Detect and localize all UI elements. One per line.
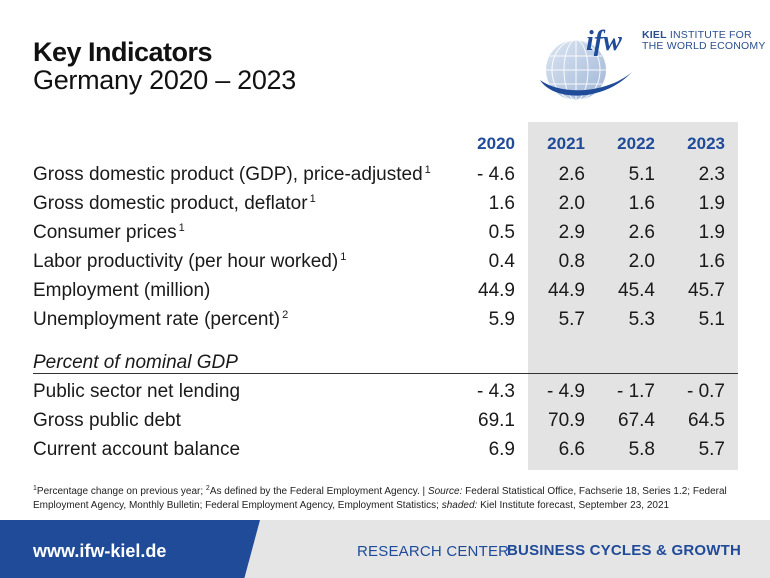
cell-value: 5.7 [558, 309, 585, 330]
cell-value: 2.0 [628, 251, 655, 272]
cell-value: 45.7 [688, 280, 725, 301]
row-label: Labor productivity (per hour worked) 1 [33, 251, 347, 272]
cell-value: 2.0 [558, 193, 585, 214]
cell-value: 1.6 [628, 193, 655, 214]
row-label: Gross public debt [33, 410, 181, 431]
year-header-2022: 2022 [617, 134, 655, 153]
cell-value: 1.6 [698, 251, 725, 272]
cell-value: 6.9 [488, 439, 515, 460]
cell-value: 5.3 [628, 309, 655, 330]
cell-value: 45.4 [618, 280, 655, 301]
page-subtitle: Germany 2020 – 2023 [33, 65, 296, 95]
cell-value: - 0.7 [686, 381, 725, 402]
business-cycles-label: BUSINESS CYCLES & GROWTH [507, 542, 741, 559]
svg-text:ifw: ifw [586, 26, 622, 57]
cell-value: 5.8 [628, 439, 655, 460]
row-label: Employment (million) [33, 280, 211, 301]
cell-value: - 4.9 [546, 381, 585, 402]
cell-value: 2.6 [558, 164, 585, 185]
cell-value: 6.6 [558, 439, 585, 460]
cell-value: 1.9 [698, 193, 725, 214]
cell-value: - 1.7 [616, 381, 655, 402]
logo-text: KIEL INSTITUTE FOR THE WORLD ECONOMY [642, 29, 766, 52]
ifw-globe-logo-icon: ifw [540, 26, 632, 101]
cell-value: 2.6 [628, 222, 655, 243]
footer: www.ifw-kiel.de RESEARCH CENTER BUSINESS… [0, 520, 770, 578]
cell-value: 0.5 [488, 222, 515, 243]
website-link[interactable]: www.ifw-kiel.de [33, 541, 167, 561]
cell-value: 5.7 [698, 439, 725, 460]
footer-blue-band [0, 520, 260, 578]
cell-value: 70.9 [548, 410, 585, 431]
cell-value: 67.4 [618, 410, 655, 431]
cell-value: 69.1 [478, 410, 515, 431]
row-label: Current account balance [33, 439, 241, 460]
cell-value: 2.3 [698, 164, 725, 185]
row-label: Gross domestic product (GDP), price-adju… [33, 164, 431, 185]
cell-value: 2.9 [558, 222, 585, 243]
footnote: 1Percentage change on previous year; 2As… [33, 485, 727, 511]
year-header-2023: 2023 [687, 134, 725, 153]
section-label: Percent of nominal GDP [33, 352, 238, 373]
year-header-2021: 2021 [547, 134, 585, 153]
cell-value: 44.9 [478, 280, 515, 301]
cell-value: 0.8 [558, 251, 585, 272]
cell-value: 1.6 [488, 193, 515, 214]
cell-value: - 4.6 [476, 164, 515, 185]
section-divider [33, 373, 738, 374]
row-label: Unemployment rate (percent) 2 [33, 309, 289, 330]
cell-value: 1.9 [698, 222, 725, 243]
page-title: Key Indicators [33, 37, 213, 67]
cell-value: 64.5 [688, 410, 725, 431]
cell-value: 5.1 [698, 309, 725, 330]
cell-value: 44.9 [548, 280, 585, 301]
forecast-shaded-area [528, 122, 738, 470]
row-label: Gross domestic product, deflator 1 [33, 193, 316, 214]
cell-value: 5.9 [488, 309, 515, 330]
row-label: Consumer prices 1 [33, 222, 185, 243]
research-center-label: RESEARCH CENTER [357, 543, 510, 560]
cell-value: - 4.3 [476, 381, 515, 402]
cell-value: 5.1 [628, 164, 655, 185]
cell-value: 0.4 [488, 251, 515, 272]
year-header-2020: 2020 [477, 134, 515, 153]
row-label: Public sector net lending [33, 381, 241, 402]
